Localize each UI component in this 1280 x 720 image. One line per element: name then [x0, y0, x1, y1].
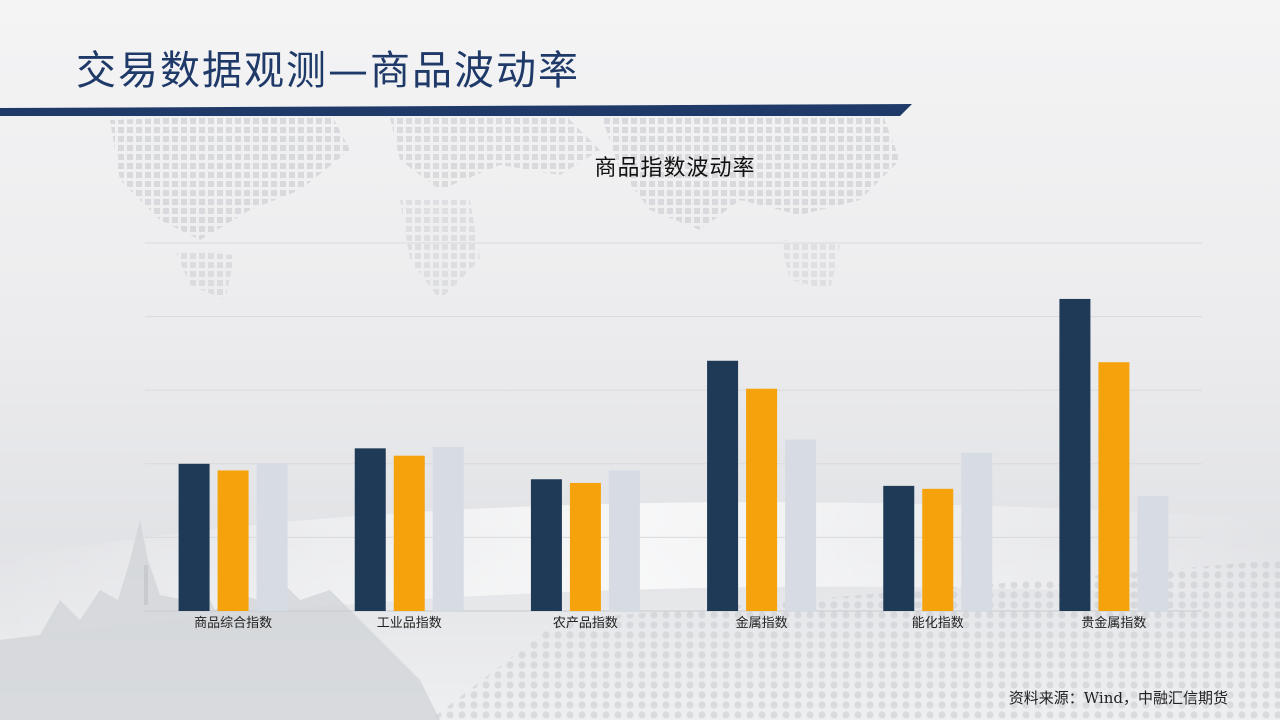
bar-商品综合指数-series-2	[217, 470, 249, 611]
bar-金属指数-series-3	[785, 439, 817, 611]
bar-工业品指数-series-2	[393, 455, 425, 611]
bar-贵金属指数-series-2	[1098, 362, 1130, 611]
page-title: 交易数据观测—商品波动率	[76, 48, 580, 94]
bar-金属指数-series-1	[707, 360, 739, 611]
x-tick-label: 商品综合指数	[194, 616, 272, 631]
bar-能化指数-series-3	[961, 452, 993, 611]
bar-工业品指数-series-1	[354, 448, 386, 611]
x-tick-label: 能化指数	[912, 616, 964, 631]
x-tick-label: 金属指数	[736, 615, 788, 631]
bar-贵金属指数-series-3	[1137, 496, 1169, 611]
x-tick-label: 贵金属指数	[1081, 615, 1146, 631]
bar-农产品指数-series-1	[530, 479, 562, 611]
bar-商品综合指数-series-1	[178, 463, 210, 611]
x-tick-label: 工业品指数	[377, 616, 442, 631]
chart-title: 商品指数波动率	[594, 156, 756, 181]
source-note: 资料来源：Wind，中融汇信期货	[1008, 689, 1228, 707]
bar-能化指数-series-2	[922, 488, 954, 611]
bar-能化指数-series-1	[883, 485, 915, 611]
bar-金属指数-series-2	[746, 388, 778, 611]
bar-商品综合指数-series-3	[256, 463, 288, 611]
bar-农产品指数-series-3	[608, 470, 640, 611]
bar-工业品指数-series-3	[432, 446, 464, 611]
bar-农产品指数-series-2	[569, 482, 601, 611]
x-tick-label: 农产品指数	[553, 616, 618, 631]
bar-贵金属指数-series-1	[1059, 298, 1091, 611]
